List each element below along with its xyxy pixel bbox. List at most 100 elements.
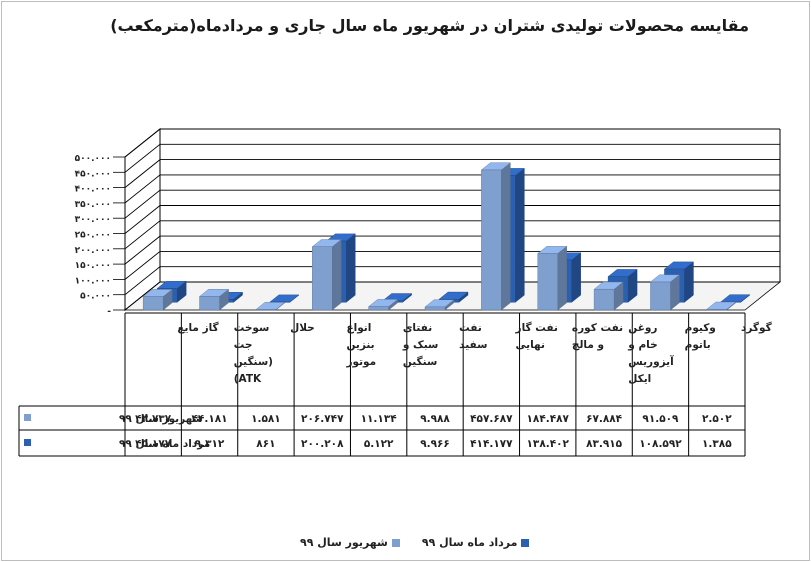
category-label: موتور (345, 356, 376, 368)
category-label: و مالچ (572, 339, 604, 351)
data-label: ۹.۹۸۸ (420, 413, 450, 425)
category-label: سبک و (402, 339, 439, 351)
category-label: نفت (459, 322, 482, 334)
data-label: ۴۵.۱۷۷ (135, 438, 172, 450)
row-header-swatch (24, 439, 31, 446)
data-label: ۱.۵۸۱ (251, 413, 281, 425)
row-header-label: مرداد ماه سال ۹۹ (119, 438, 210, 450)
category-label: انواع (346, 322, 371, 334)
legend-swatch-shahrivar (391, 538, 400, 547)
bar-shahrivar-7-face (557, 245, 567, 311)
bar-shahrivar-0-face (142, 296, 164, 311)
category-label: گاز مایع (177, 321, 219, 334)
gridline (124, 220, 780, 250)
bar-shahrivar-10-face (706, 309, 728, 311)
category-label: بنزین (346, 339, 374, 351)
y-tick-label: ۵۰۰.۰۰۰ (75, 154, 111, 164)
data-label: ۴۱۴.۱۷۷ (470, 438, 513, 450)
category-label: خام و (627, 339, 657, 351)
category-label: سنگین (403, 355, 437, 368)
category-label: (سنگین (234, 355, 273, 368)
category-label: آیزوریس (628, 355, 674, 368)
bar-shahrivar-4 (368, 298, 399, 311)
bar-shahrivar-1-face (199, 296, 220, 311)
bar-mordad-6-face (515, 167, 525, 303)
data-label: ۴۴.۱۸۱ (192, 413, 228, 425)
bar-shahrivar-9 (649, 274, 681, 311)
gridline (124, 235, 780, 265)
data-label: ۲۰۶.۷۴۷ (301, 413, 344, 425)
category-label: نفتای (403, 322, 432, 334)
bar-shahrivar-8-face (593, 289, 615, 311)
bar-shahrivar-9-face (650, 281, 671, 311)
y-tick-label: ۴۰۰.۰۰۰ (75, 185, 111, 195)
legend-swatch-mordad (521, 538, 530, 547)
category-label: گوگرد (741, 321, 773, 334)
category-label: جت (234, 339, 253, 351)
data-label: ۸۶۱ (256, 438, 275, 450)
category-label: حلال (290, 322, 315, 334)
y-tick-label: ۳۵۰.۰۰۰ (75, 200, 111, 210)
data-label: ۱۰۸.۵۹۲ (639, 438, 682, 450)
gridline (124, 174, 780, 204)
y-tick-label: ۲۰۰.۰۰۰ (75, 246, 111, 256)
bar-shahrivar-6-face (481, 169, 502, 311)
data-label: ۴۵۷.۶۸۷ (470, 413, 513, 425)
bar-shahrivar-3 (311, 239, 342, 311)
data-label: ۹.۳۱۲ (195, 438, 225, 450)
data-label: ۱.۳۸۵ (702, 438, 732, 450)
bar-shahrivar-3-face (312, 246, 333, 311)
category-label: سوخت (234, 322, 270, 334)
bar-shahrivar-5-face (424, 306, 446, 311)
bar-shahrivar-2 (255, 301, 286, 311)
category-label: نفت گاز (515, 321, 558, 334)
bar-shahrivar-5 (424, 299, 455, 311)
legend: مرداد ماه سال ۹۹ شهریور سال ۹۹ (300, 536, 530, 549)
gridline (124, 159, 780, 188)
data-label: ۹.۹۶۶ (420, 438, 450, 450)
y-tick-label: ۴۵۰.۰۰۰ (75, 169, 111, 179)
gridline (124, 128, 780, 158)
bar-shahrivar-4-face (368, 306, 389, 311)
gridline (124, 189, 780, 219)
category-label: ایکل (628, 373, 651, 385)
category-label: نفت کوره (572, 322, 623, 334)
gridline (124, 143, 780, 173)
data-label: ۹۱.۵۰۹ (642, 413, 679, 425)
legend-label-mordad: مرداد ماه سال ۹۹ (421, 536, 518, 549)
data-label: ۲۰۰.۲۰۸ (301, 438, 344, 450)
category-label: نهایی (516, 339, 545, 351)
data-label: ۵.۱۲۲ (364, 438, 394, 450)
bar-mordad-3-face (346, 233, 356, 303)
data-label: ۲.۵۰۲ (702, 413, 732, 425)
data-label: ۱۸۴.۴۸۷ (527, 413, 570, 425)
y-tick-label: ۳۰۰.۰۰۰ (75, 215, 111, 225)
y-tick-label: ۱۵۰.۰۰۰ (75, 261, 111, 271)
bar-shahrivar-6-face (501, 162, 511, 311)
bar-shahrivar-3-face (332, 239, 342, 311)
legend-label-shahrivar: شهریور سال ۹۹ (300, 536, 388, 549)
legend-item-mordad: مرداد ماه سال ۹۹ (422, 536, 530, 549)
y-tick-label: ۲۵۰.۰۰۰ (75, 231, 111, 241)
y-tick-label: ۱۰۰.۰۰۰ (75, 276, 111, 286)
bar-shahrivar-0 (142, 289, 173, 311)
data-label: ۱۳۸.۴۰۲ (527, 438, 570, 450)
legend-item-shahrivar: شهریور سال ۹۹ (300, 536, 400, 549)
category-label: وکیوم (685, 322, 716, 334)
data-label: ۱۱.۱۳۴ (361, 413, 398, 425)
category-label: باتوم (685, 339, 711, 351)
bar-mordad-7-face (571, 252, 581, 303)
bar-shahrivar-6 (480, 162, 511, 311)
data-label: ۶۷.۸۸۴ (586, 413, 623, 425)
bar-mordad-10 (720, 294, 751, 303)
y-tick-label: ۵۰.۰۰۰ (80, 292, 111, 302)
bar-shahrivar-8 (593, 281, 624, 311)
category-label: ATK) (234, 373, 262, 385)
chart-title: مقایسه محصولات تولیدی شتران در شهریور ما… (110, 16, 749, 35)
bar-shahrivar-7 (537, 245, 568, 311)
bar-shahrivar-1 (198, 288, 230, 311)
row-header-swatch (24, 414, 31, 421)
category-label: سفید (459, 339, 487, 351)
bar-shahrivar-10 (706, 301, 737, 311)
